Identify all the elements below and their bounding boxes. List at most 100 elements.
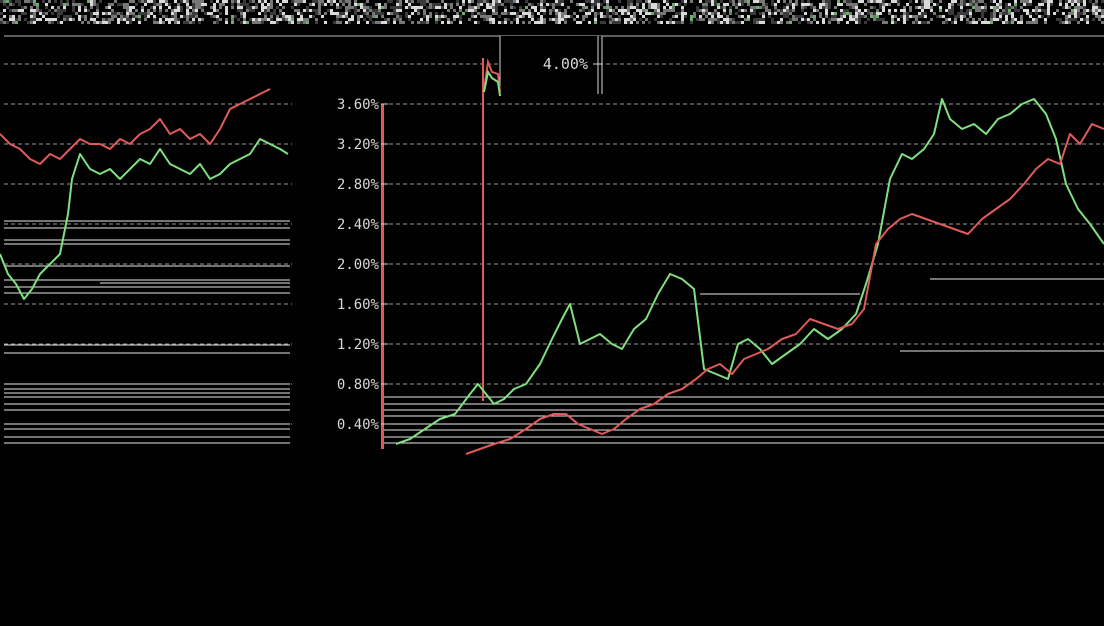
noise-pixel <box>528 3 531 6</box>
noise-pixel <box>864 6 867 9</box>
noise-pixel <box>1074 3 1077 6</box>
noise-pixel <box>261 21 264 24</box>
noise-pixel <box>270 3 273 6</box>
noise-pixel <box>33 12 36 15</box>
noise-pixel <box>726 6 729 9</box>
noise-pixel <box>282 9 285 12</box>
noise-pixel <box>1101 6 1104 9</box>
noise-pixel <box>414 3 417 6</box>
noise-pixel <box>594 6 597 9</box>
noise-pixel <box>879 12 882 15</box>
noise-pixel <box>108 9 111 12</box>
noise-pixel <box>888 0 891 3</box>
noise-pixel <box>240 3 243 6</box>
noise-pixel <box>1011 0 1014 3</box>
series-layer <box>0 58 1104 455</box>
noise-pixel <box>102 21 105 24</box>
noise-pixel <box>210 6 213 9</box>
noise-pixel <box>909 21 912 24</box>
noise-pixel <box>264 12 267 15</box>
noise-pixel <box>849 18 852 21</box>
noise-pixel <box>798 9 801 12</box>
noise-pixel <box>936 18 939 21</box>
noise-pixel <box>507 3 510 6</box>
noise-pixel <box>504 18 507 21</box>
noise-pixel <box>219 15 222 18</box>
noise-pixel <box>867 12 870 15</box>
noise-pixel <box>294 6 297 9</box>
noise-pixel <box>924 21 927 24</box>
noise-pixel <box>297 0 300 3</box>
noise-pixel <box>330 15 333 18</box>
noise-pixel <box>642 6 645 9</box>
noise-pixel <box>441 6 444 9</box>
noise-pixel <box>840 12 843 15</box>
noise-pixel <box>24 12 27 15</box>
noise-pixel <box>183 12 186 15</box>
noise-pixel <box>1068 15 1071 18</box>
noise-pixel <box>1038 21 1041 24</box>
noise-pixel <box>684 15 687 18</box>
noise-pixel <box>1029 21 1032 24</box>
noise-pixel <box>225 3 228 6</box>
noise-pixel <box>906 21 909 24</box>
noise-pixel <box>909 18 912 21</box>
noise-pixel <box>393 12 396 15</box>
noise-pixel <box>735 18 738 21</box>
noise-pixel <box>156 0 159 3</box>
noise-pixel <box>15 0 18 3</box>
noise-pixel <box>936 3 939 6</box>
noise-pixel <box>33 21 36 24</box>
noise-pixel <box>645 15 648 18</box>
noise-pixel <box>672 6 675 9</box>
noise-pixel <box>327 12 330 15</box>
noise-pixel <box>192 3 195 6</box>
noise-pixel <box>135 12 138 15</box>
noise-pixel <box>897 18 900 21</box>
noise-pixel <box>93 3 96 6</box>
noise-pixel <box>1005 0 1008 3</box>
noise-pixel <box>198 15 201 18</box>
noise-pixel <box>831 3 834 6</box>
spike-red-bar <box>482 58 484 401</box>
noise-pixel <box>720 15 723 18</box>
noise-pixel <box>948 0 951 3</box>
noise-pixel <box>72 15 75 18</box>
noise-pixel <box>120 3 123 6</box>
noise-pixel <box>990 12 993 15</box>
noise-pixel <box>171 0 174 3</box>
noise-pixel <box>552 3 555 6</box>
noise-pixel <box>492 18 495 21</box>
noise-pixel <box>999 21 1002 24</box>
noise-pixel <box>129 3 132 6</box>
noise-pixel <box>198 3 201 6</box>
noise-pixel <box>978 12 981 15</box>
noise-pixel <box>153 6 156 9</box>
noise-pixel <box>363 15 366 18</box>
noise-pixel <box>966 6 969 9</box>
noise-pixel <box>528 6 531 9</box>
noise-pixel <box>27 18 30 21</box>
noise-pixel <box>321 21 324 24</box>
noise-pixel <box>708 0 711 3</box>
noise-pixel <box>531 21 534 24</box>
noise-pixel <box>450 0 453 3</box>
noise-pixel <box>609 9 612 12</box>
noise-pixel <box>918 21 921 24</box>
noise-pixel <box>231 0 234 3</box>
noise-pixel <box>576 18 579 21</box>
noise-pixel <box>981 6 984 9</box>
noise-pixel <box>924 18 927 21</box>
noise-pixel <box>984 0 987 3</box>
noise-pixel <box>627 21 630 24</box>
noise-pixel <box>234 21 237 24</box>
noise-pixel <box>750 3 753 6</box>
noise-pixel <box>417 18 420 21</box>
noise-pixel <box>66 12 69 15</box>
noise-pixel <box>957 0 960 3</box>
noise-pixel <box>153 18 156 21</box>
noise-pixel <box>186 21 189 24</box>
noise-pixel <box>687 6 690 9</box>
noise-pixel <box>333 9 336 12</box>
noise-pixel <box>630 9 633 12</box>
